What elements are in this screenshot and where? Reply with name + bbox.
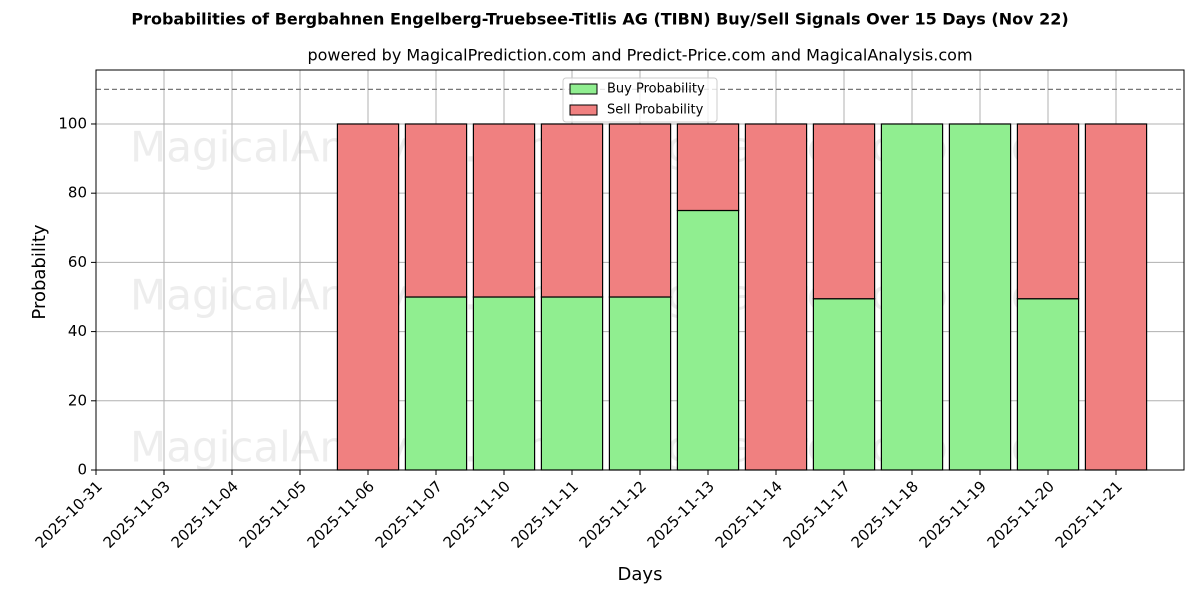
bar-segment xyxy=(812,123,876,300)
x-tick-label: 2025-11-06 xyxy=(304,477,378,551)
plot-frame xyxy=(95,69,1185,471)
x-tick-label: 2025-11-20 xyxy=(984,477,1058,551)
x-axis-label: Days xyxy=(618,564,663,585)
bar-segment xyxy=(540,123,604,298)
legend-swatch xyxy=(569,83,598,95)
x-tick-label: 2025-11-19 xyxy=(916,477,990,551)
bar-segment xyxy=(404,123,468,298)
bar-segment xyxy=(540,296,604,471)
bar-segment xyxy=(744,123,808,471)
bar-segment xyxy=(880,123,944,471)
bar-segment xyxy=(676,209,740,471)
x-tick-label: 2025-11-10 xyxy=(440,477,514,551)
bar-segment xyxy=(1084,123,1148,471)
x-tick-label: 2025-11-21 xyxy=(1052,477,1126,551)
y-tick-label: 0 xyxy=(77,461,87,479)
bar-segment xyxy=(1016,123,1080,300)
y-tick-label: 20 xyxy=(68,391,87,409)
legend-box xyxy=(562,77,718,123)
bar-segment xyxy=(472,296,536,471)
x-tick-label: 2025-11-03 xyxy=(100,477,174,551)
bar-segment xyxy=(948,123,1012,471)
bar-segment xyxy=(404,296,468,471)
x-tick-label: 2025-11-18 xyxy=(848,477,922,551)
x-tick-label: 2025-11-12 xyxy=(576,477,650,551)
x-tick-label: 2025-11-17 xyxy=(780,477,854,551)
x-tick-label: 2025-11-04 xyxy=(168,477,242,551)
chart-title: Probabilities of Bergbahnen Engelberg-Tr… xyxy=(131,10,1068,29)
bar-segment xyxy=(336,123,400,471)
chart-subtitle: powered by MagicalPrediction.com and Pre… xyxy=(307,46,972,65)
legend-label: Sell Probability xyxy=(607,103,704,118)
x-tick-label: 2025-11-14 xyxy=(712,477,786,551)
bar-segment xyxy=(676,123,740,212)
bar-segment xyxy=(472,123,536,298)
y-tick-label: 80 xyxy=(68,184,87,202)
bar-segment xyxy=(812,298,876,471)
x-tick-label: 2025-11-13 xyxy=(644,477,718,551)
bar-segment xyxy=(1016,298,1080,471)
x-tick-label: 2025-11-11 xyxy=(508,477,582,551)
legend-label: Buy Probability xyxy=(607,82,705,97)
bar-segment xyxy=(608,296,672,471)
y-tick-label: 60 xyxy=(68,253,87,271)
x-tick-label: 2025-11-07 xyxy=(372,477,446,551)
y-axis-label: Probability xyxy=(29,224,50,319)
y-tick-label: 40 xyxy=(68,322,87,340)
y-tick-label: 100 xyxy=(58,114,87,132)
x-tick-label: 2025-11-05 xyxy=(236,477,310,551)
legend-swatch xyxy=(569,104,598,116)
x-tick-label: 2025-10-31 xyxy=(32,477,106,551)
bar-segment xyxy=(608,123,672,298)
